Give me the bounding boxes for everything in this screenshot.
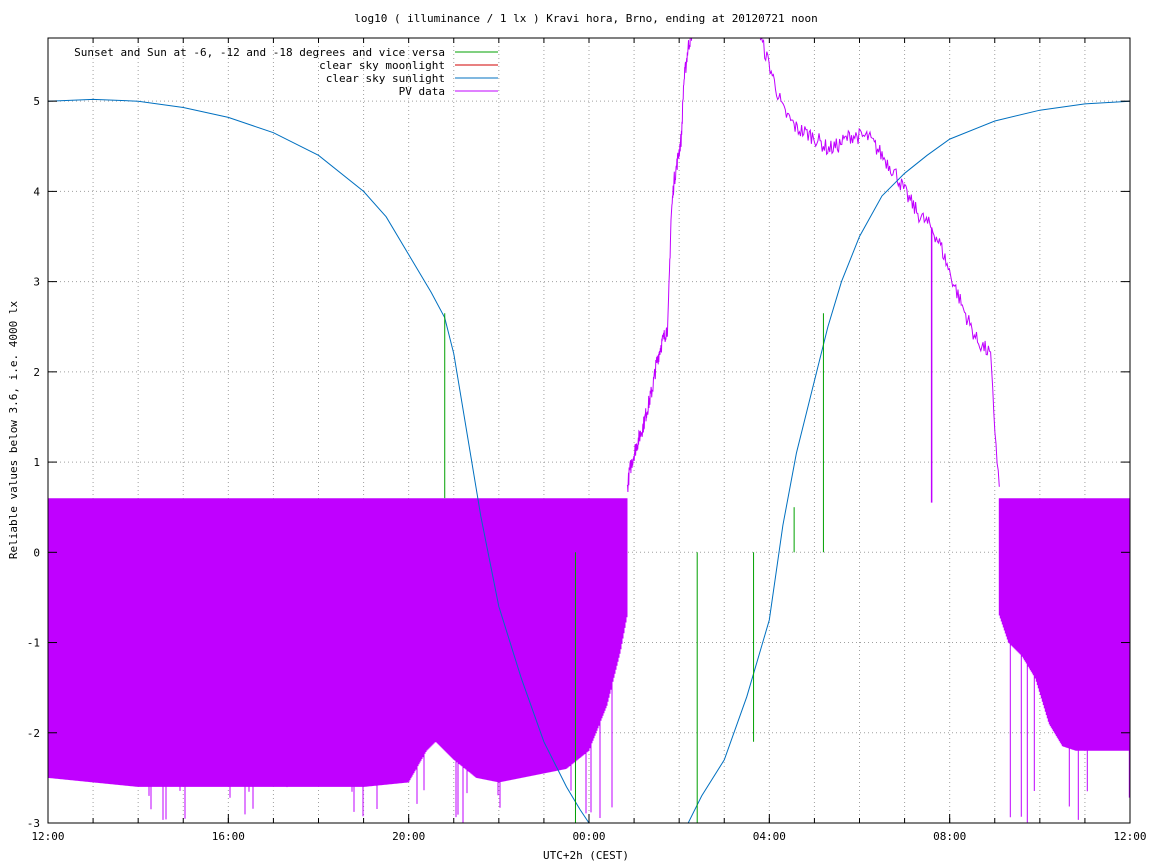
traces	[48, 38, 1130, 823]
grid	[48, 38, 1130, 823]
y-tick-label: 2	[33, 366, 40, 379]
y-tick-label: -1	[27, 637, 40, 650]
y-tick-label: 4	[33, 185, 40, 198]
x-axis-label: UTC+2h (CEST)	[543, 849, 629, 862]
legend: Sunset and Sun at -6, -12 and -18 degree…	[74, 46, 498, 98]
y-axis-label: Reliable values below 3.6, i.e. 4000 lx	[7, 300, 20, 559]
legend-label: clear sky moonlight	[319, 59, 445, 72]
ticks: 12:00 16:00 20:00 00:00 04:00 08:00 12:00-3-2-…	[27, 38, 1147, 843]
x-tick-label: 12:00	[31, 830, 64, 843]
y-tick-label: 1	[33, 456, 40, 469]
x-tick-label: 20:00	[392, 830, 425, 843]
y-tick-label: -2	[27, 727, 40, 740]
legend-label: PV data	[399, 85, 445, 98]
chart-title: log10 ( illuminance / 1 lx ) Kravi hora,…	[354, 12, 818, 25]
pv-morning-trace	[759, 38, 1000, 487]
sunlight-curve	[48, 98, 1130, 823]
y-tick-label: -3	[27, 817, 40, 830]
y-tick-label: 3	[33, 276, 40, 289]
pv-dawn-trace	[626, 38, 693, 493]
x-tick-label: 08:00	[933, 830, 966, 843]
legend-label: clear sky sunlight	[326, 72, 445, 85]
x-tick-label: 00:00	[572, 830, 605, 843]
x-tick-label: 12:00	[1113, 830, 1146, 843]
x-tick-label: 16:00	[212, 830, 245, 843]
pv-night-band-evening	[48, 498, 628, 823]
y-tick-label: 5	[33, 95, 40, 108]
legend-label: Sunset and Sun at -6, -12 and -18 degree…	[74, 46, 445, 59]
pv-night-band-morning	[998, 498, 1130, 823]
x-tick-label: 04:00	[753, 830, 786, 843]
y-tick-label: 0	[33, 546, 40, 559]
